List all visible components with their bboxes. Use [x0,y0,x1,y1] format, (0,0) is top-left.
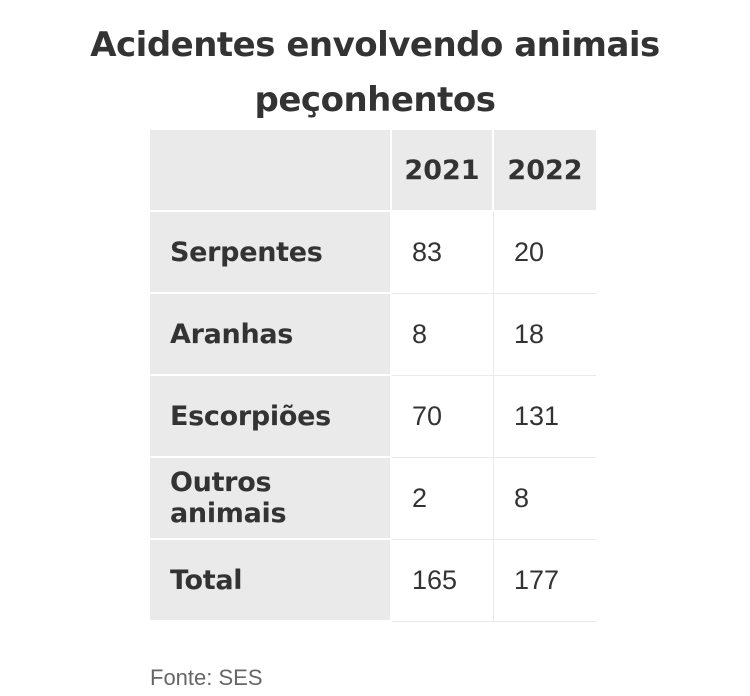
data-table: 2021 2022 Serpentes 83 20 Aranhas 8 18 E… [150,130,596,622]
cell-total-2021: 165 [392,540,494,622]
header-corner-cell [150,130,392,212]
cell-total-2022: 177 [494,540,596,622]
header-year-2022: 2022 [494,130,596,212]
cell-escorpioes-2022: 131 [494,376,596,458]
row-label-serpentes: Serpentes [150,212,392,294]
chart-title-line-1: Acidentes envolvendo animais [90,25,660,65]
cell-aranhas-2022: 18 [494,294,596,376]
row-label-aranhas: Aranhas [150,294,392,376]
cell-aranhas-2021: 8 [392,294,494,376]
cell-serpentes-2022: 20 [494,212,596,294]
cell-outros-animais-2022: 8 [494,458,596,540]
source-note: Fonte: SES [150,665,263,690]
header-year-2021: 2021 [392,130,494,212]
table-header-row: 2021 2022 [150,130,596,212]
row-label-total: Total [150,540,392,622]
cell-outros-animais-2021: 2 [392,458,494,540]
table-row: Serpentes 83 20 [150,212,596,294]
cell-escorpioes-2021: 70 [392,376,494,458]
table-row: Outros animais 2 8 [150,458,596,540]
table-row: Aranhas 8 18 [150,294,596,376]
row-label-escorpioes: Escorpiões [150,376,392,458]
table-row: Escorpiões 70 131 [150,376,596,458]
table-row: Total 165 177 [150,540,596,622]
cell-serpentes-2021: 83 [392,212,494,294]
row-label-outros-animais: Outros animais [150,458,392,540]
chart-title-line-2: peçonhentos [254,80,496,120]
chart-title: Acidentes envolvendo animais peçonhentos [0,18,750,128]
